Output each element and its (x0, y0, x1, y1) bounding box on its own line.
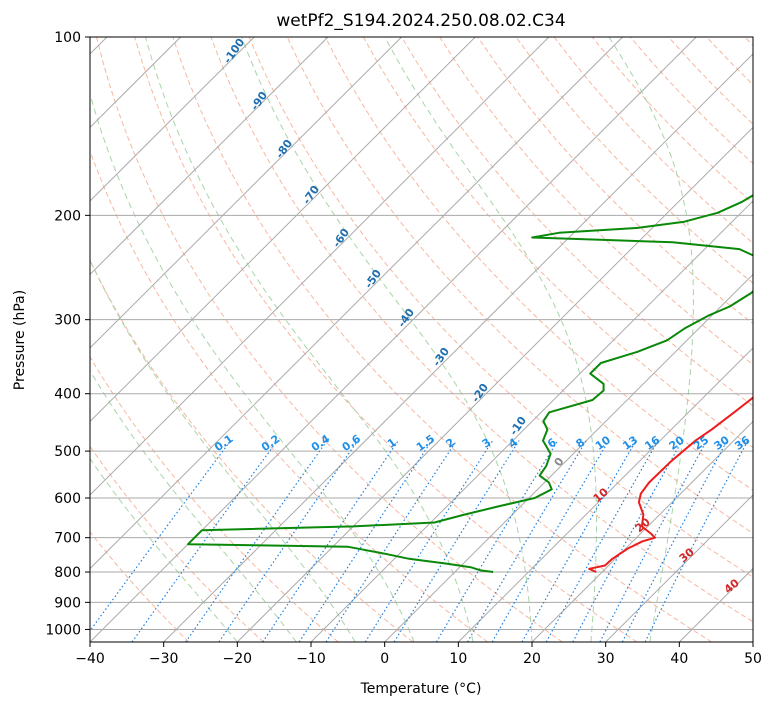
x-tick-label: 10 (449, 651, 467, 667)
y-tick-label: 900 (54, 595, 81, 611)
x-axis-label: Temperature (°C) (360, 681, 482, 697)
y-tick-label: 500 (54, 444, 81, 460)
x-tick-label: −20 (223, 651, 253, 667)
y-tick-label: 600 (54, 491, 81, 507)
y-tick-label: 200 (54, 208, 81, 224)
x-tick-label: −40 (75, 651, 105, 667)
x-tick-label: 0 (380, 651, 389, 667)
y-tick-label: 400 (54, 387, 81, 403)
y-tick-label: 100 (54, 30, 81, 46)
y-tick-label: 1000 (45, 622, 81, 638)
x-tick-label: 20 (523, 651, 541, 667)
x-tick-label: −10 (296, 651, 326, 667)
x-tick-label: 40 (670, 651, 688, 667)
x-tick-label: −30 (149, 651, 179, 667)
y-tick-label: 300 (54, 313, 81, 329)
x-tick-label: 30 (597, 651, 615, 667)
y-tick-label: 700 (54, 531, 81, 547)
y-axis-label: Pressure (hPa) (12, 290, 28, 390)
y-tick-label: 800 (54, 565, 81, 581)
chart-title: wetPf2_S194.2024.250.08.02.C34 (276, 11, 565, 31)
x-tick-label: 50 (744, 651, 762, 667)
